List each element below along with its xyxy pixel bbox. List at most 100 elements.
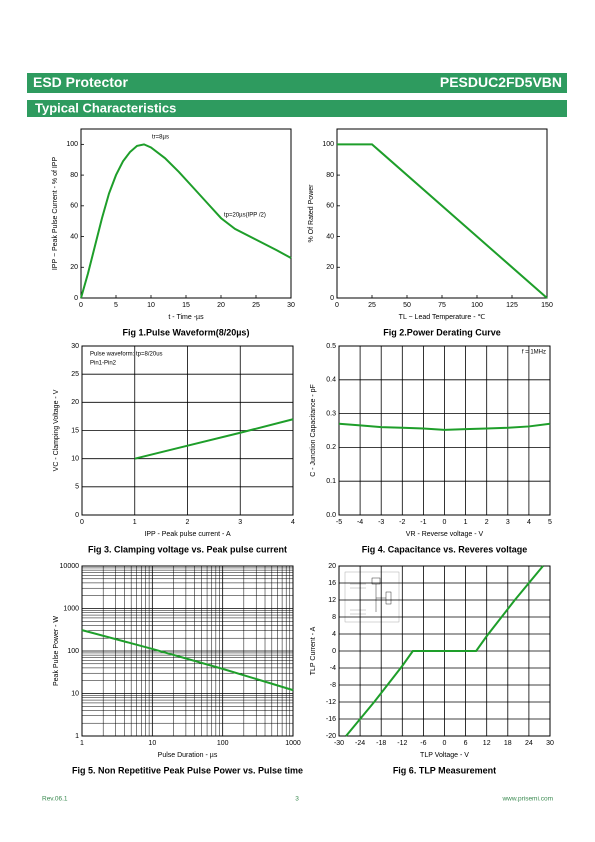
y-tick-label: -4 (330, 665, 336, 672)
y-tick-label: 30 (71, 343, 79, 350)
data-line (134, 418, 294, 460)
x-tick-label: 12 (483, 740, 491, 747)
y-tick-label: 0.4 (326, 377, 336, 384)
x-tick-label: -30 (334, 740, 344, 747)
y-tick-label: 0.2 (326, 444, 336, 451)
section-title: Typical Characteristics (35, 100, 176, 115)
data-line (337, 143, 548, 299)
x-tick-label: 100 (217, 740, 229, 747)
figure-caption: Fig 4. Capacitance vs. Reveres voltage (362, 544, 528, 554)
x-tick-label: 4 (527, 519, 531, 526)
x-tick-label: 25 (368, 302, 376, 309)
x-tick-label: 30 (546, 740, 554, 747)
y-tick-label: -16 (326, 716, 336, 723)
x-axis-label: VR - Reverse voltage - V (406, 531, 484, 538)
x-axis-label: t - Time -µs (168, 314, 204, 321)
plot-frame (336, 128, 548, 299)
y-tick-label: 80 (70, 172, 78, 179)
x-tick-label: -5 (336, 519, 342, 526)
y-axis-label: Peak Pulse Power - W (53, 616, 60, 686)
y-tick-label: 1 (75, 733, 79, 740)
data-line (80, 143, 292, 299)
x-tick-label: 24 (525, 740, 533, 747)
x-tick-label: 100 (471, 302, 483, 309)
y-axis-label: TLP Current - A (310, 626, 317, 675)
figure-caption: Fig 3. Clamping voltage vs. Peak pulse c… (88, 544, 287, 554)
y-axis-label: IPP − Peak Pulse Current - % of IPP (52, 157, 59, 271)
x-tick-label: 0 (335, 302, 339, 309)
x-axis-label: TL − Lead Temperature - ℃ (399, 314, 486, 321)
y-tick-label: 20 (326, 264, 334, 271)
x-tick-label: -6 (420, 740, 426, 747)
y-tick-label: 100 (67, 648, 79, 655)
y-tick-label: 80 (326, 172, 334, 179)
x-tick-label: -1 (420, 519, 426, 526)
y-tick-label: 1000 (63, 605, 79, 612)
x-tick-label: 150 (541, 302, 553, 309)
x-tick-label: -12 (397, 740, 407, 747)
website: www.prisemi.com (501, 796, 553, 803)
annotation: tp=20µs(IPP /2) (224, 213, 266, 219)
x-tick-label: 5 (114, 302, 118, 309)
y-tick-label: 40 (326, 233, 334, 240)
x-tick-label: 4 (291, 519, 295, 526)
y-tick-label: 5 (75, 484, 79, 491)
x-tick-label: 25 (252, 302, 260, 309)
x-tick-label: 125 (506, 302, 518, 309)
y-tick-label: 0 (75, 512, 79, 519)
y-tick-label: 60 (326, 203, 334, 210)
x-tick-label: 75 (438, 302, 446, 309)
page-number: 3 (295, 796, 299, 803)
x-tick-label: 50 (403, 302, 411, 309)
y-tick-label: 0 (330, 295, 334, 302)
y-tick-label: 12 (328, 597, 336, 604)
annotation: Pulse waveform: tp=8/20us (90, 352, 163, 358)
plot-frame (81, 565, 294, 737)
x-tick-label: 2 (186, 519, 190, 526)
data-line (345, 565, 544, 737)
x-tick-label: 2 (485, 519, 489, 526)
plot-frame (338, 345, 551, 516)
x-tick-label: 20 (217, 302, 225, 309)
y-tick-label: 8 (332, 614, 336, 621)
y-tick-label: 0.5 (326, 343, 336, 350)
y-tick-label: 60 (70, 203, 78, 210)
product-line: ESD Protector (33, 74, 128, 90)
header-bar (27, 73, 567, 93)
y-tick-label: 25 (71, 371, 79, 378)
x-tick-label: 0 (443, 519, 447, 526)
x-tick-label: 0 (443, 740, 447, 747)
y-tick-label: 20 (71, 399, 79, 406)
x-tick-label: 30 (287, 302, 295, 309)
x-tick-label: -4 (357, 519, 363, 526)
y-tick-label: 20 (70, 264, 78, 271)
y-tick-label: -8 (330, 682, 336, 689)
figure-caption: Fig 5. Non Repetitive Peak Pulse Power v… (72, 765, 303, 775)
x-tick-label: 15 (182, 302, 190, 309)
y-tick-label: 10000 (60, 563, 80, 570)
y-tick-label: -20 (326, 733, 336, 740)
annotation: Pin1-Pin2 (90, 361, 117, 367)
plot-frame (81, 345, 294, 516)
plot-frame (80, 128, 292, 299)
x-axis-label: TLP Voltage - V (420, 752, 469, 759)
y-tick-label: 10 (71, 456, 79, 463)
x-tick-label: -2 (399, 519, 405, 526)
annotation: f = 1MHz (522, 350, 546, 356)
y-tick-label: 100 (322, 141, 334, 148)
figure-caption: Fig 2.Power Derating Curve (383, 327, 501, 337)
x-tick-label: -3 (378, 519, 384, 526)
x-tick-label: 3 (238, 519, 242, 526)
y-tick-label: 10 (71, 690, 79, 697)
annotation: tr=8µs (152, 135, 169, 141)
data-line (338, 422, 551, 431)
figure-caption: Fig 1.Pulse Waveform(8/20µs) (123, 327, 250, 337)
tlp-inset (344, 571, 400, 623)
x-tick-label: 1 (133, 519, 137, 526)
x-tick-label: 10 (147, 302, 155, 309)
y-tick-label: 0.1 (326, 478, 336, 485)
x-tick-label: 0 (80, 519, 84, 526)
x-tick-label: -18 (376, 740, 386, 747)
